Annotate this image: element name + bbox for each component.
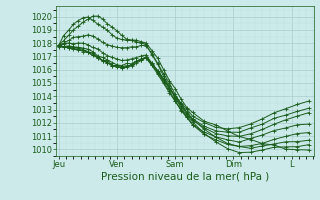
X-axis label: Pression niveau de la mer( hPa ): Pression niveau de la mer( hPa ) [101, 172, 269, 182]
